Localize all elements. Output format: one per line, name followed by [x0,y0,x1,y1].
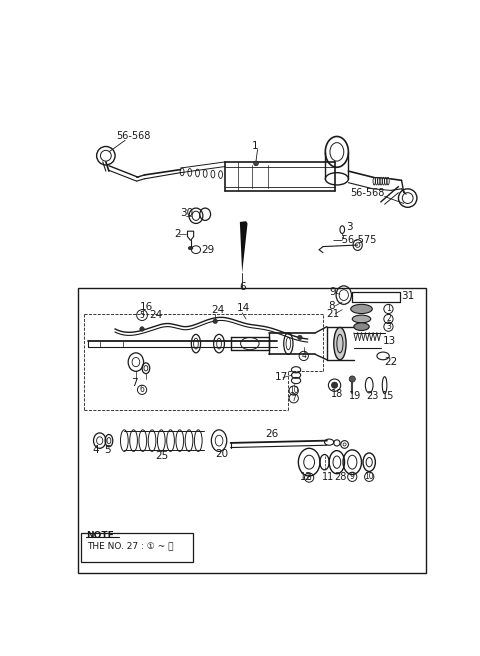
Text: 6: 6 [140,385,144,394]
Text: 29: 29 [201,245,215,255]
Ellipse shape [188,247,193,250]
Ellipse shape [332,382,337,388]
Text: 2: 2 [386,314,391,323]
Text: 17: 17 [275,373,288,382]
Text: 20: 20 [215,449,228,459]
Text: 30: 30 [180,209,193,218]
Text: 1: 1 [252,140,259,151]
Text: 2: 2 [174,229,181,239]
Text: —56-575: —56-575 [332,236,377,245]
Text: 5: 5 [104,445,111,455]
Text: 19: 19 [349,391,361,401]
Bar [78,288,426,573]
Ellipse shape [352,315,371,323]
Text: 8: 8 [328,301,335,311]
Text: NOTE: NOTE [86,531,114,540]
Text: 10: 10 [289,386,299,395]
Bar [81,533,193,562]
Ellipse shape [334,327,346,359]
Text: 14: 14 [237,303,250,313]
Text: 4: 4 [92,445,98,455]
Text: 56-568: 56-568 [117,131,151,142]
Text: 10: 10 [364,472,374,482]
Text: 31: 31 [402,291,415,301]
Text: 18: 18 [331,390,343,400]
Text: 13: 13 [383,335,396,346]
Text: 26: 26 [265,430,278,440]
Text: 8: 8 [307,473,312,482]
Text: 21: 21 [326,308,339,319]
Ellipse shape [213,319,217,323]
Ellipse shape [349,376,355,382]
Text: THE NO. 27 : ① ~ ⑯: THE NO. 27 : ① ~ ⑯ [86,542,173,550]
Text: 15: 15 [382,391,394,401]
Text: 4: 4 [301,352,306,360]
Text: 3: 3 [386,322,391,331]
Ellipse shape [351,304,372,314]
Text: 9: 9 [329,287,336,297]
Ellipse shape [140,327,144,331]
Text: 1: 1 [386,304,391,314]
Text: 16: 16 [140,302,153,312]
Text: 9: 9 [350,472,355,482]
Ellipse shape [354,323,369,331]
Text: 28: 28 [334,472,346,482]
Text: 24: 24 [211,305,225,315]
Ellipse shape [254,161,258,166]
Text: 7: 7 [291,394,296,403]
Text: 3: 3 [346,222,353,232]
Text: 56-568: 56-568 [350,188,384,197]
Text: 22: 22 [384,357,398,367]
Text: 12: 12 [300,472,312,482]
Ellipse shape [298,335,302,340]
Text: 23: 23 [366,391,379,401]
Text: 7: 7 [131,378,138,388]
Text: 25: 25 [155,451,168,461]
Polygon shape [240,221,248,273]
Text: 24: 24 [149,310,162,320]
Text: 5: 5 [140,310,144,319]
Text: 11: 11 [322,472,334,482]
Text: 6: 6 [239,281,246,292]
